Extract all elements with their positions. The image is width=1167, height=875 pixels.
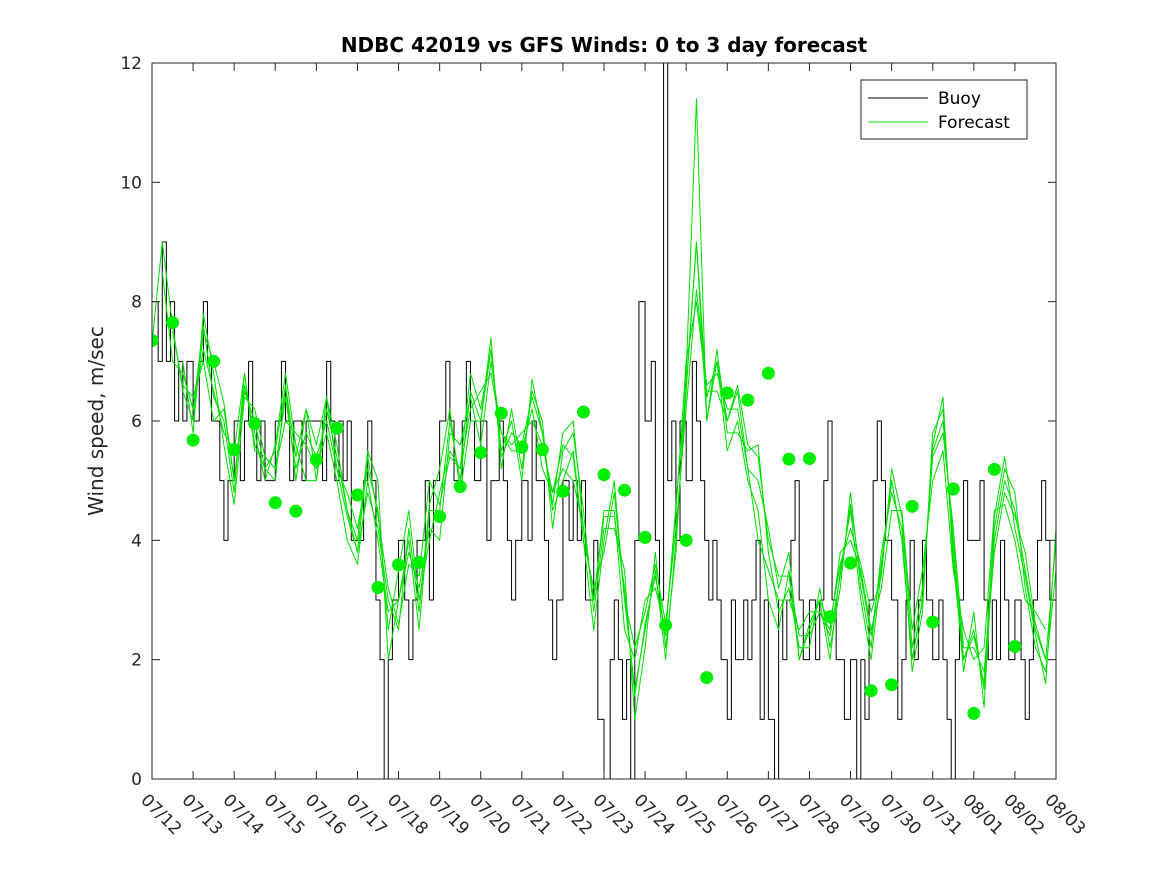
forecast-analysis-point bbox=[186, 433, 200, 447]
y-tick-label: 12 bbox=[120, 54, 142, 74]
forecast-analysis-point bbox=[453, 480, 467, 494]
forecast-analysis-point bbox=[152, 333, 159, 347]
forecast-analysis-point bbox=[494, 406, 508, 420]
forecast-analysis-point bbox=[741, 393, 755, 407]
y-axis-label: Wind speed, m/sec bbox=[84, 326, 108, 516]
forecast-analysis-point bbox=[227, 443, 241, 457]
forecast-analysis-point bbox=[987, 462, 1001, 476]
legend-label-forecast: Forecast bbox=[938, 113, 1010, 133]
y-tick-label: 6 bbox=[131, 412, 142, 432]
forecast-line-2 bbox=[161, 271, 1047, 661]
forecast-analysis-point bbox=[782, 452, 796, 466]
forecast-analysis-point bbox=[720, 386, 734, 400]
forecast-analysis-point bbox=[844, 556, 858, 570]
legend-box bbox=[860, 79, 1028, 140]
forecast-analysis-point bbox=[597, 468, 611, 482]
plot-area bbox=[152, 63, 1056, 779]
forecast-analysis-point bbox=[515, 440, 529, 454]
forecast-analysis-point bbox=[905, 499, 919, 513]
forecast-line-4 bbox=[182, 289, 1047, 673]
forecast-analysis-point bbox=[392, 558, 406, 572]
forecast-analysis-point bbox=[268, 496, 282, 510]
forecast-analysis-point bbox=[638, 530, 652, 544]
forecast-analysis-point bbox=[659, 618, 673, 632]
forecast-analysis-point bbox=[885, 678, 899, 692]
forecast-analysis-point bbox=[289, 504, 303, 518]
forecast-analysis-point bbox=[350, 488, 364, 502]
forecast-analysis-point bbox=[309, 453, 323, 467]
forecast-analysis-point bbox=[946, 482, 960, 496]
y-tick-label: 0 bbox=[131, 770, 142, 790]
forecast-line-5 bbox=[192, 241, 1056, 696]
forecast-analysis-point bbox=[166, 316, 180, 330]
forecast-analysis-point bbox=[679, 533, 693, 547]
forecast-analysis-point bbox=[802, 452, 816, 466]
y-tick-label: 4 bbox=[131, 531, 142, 551]
forecast-analysis-point bbox=[207, 354, 221, 368]
forecast-analysis-point bbox=[248, 416, 262, 430]
forecast-analysis-point bbox=[535, 443, 549, 457]
forecast-analysis-point bbox=[371, 580, 385, 594]
forecast-analysis-point bbox=[618, 483, 632, 497]
forecast-analysis-point bbox=[700, 671, 714, 685]
legend-label-buoy: Buoy bbox=[938, 89, 981, 109]
forecast-analysis-point bbox=[823, 610, 837, 624]
y-tick-label: 10 bbox=[120, 173, 142, 193]
forecast-analysis-point bbox=[474, 446, 488, 460]
y-tick-label: 2 bbox=[131, 651, 142, 671]
forecast-analysis-point bbox=[926, 615, 940, 629]
forecast-analysis-point bbox=[864, 684, 878, 698]
forecast-analysis-point bbox=[761, 366, 775, 380]
legend: Buoy Forecast bbox=[860, 79, 1028, 140]
forecast-analysis-point bbox=[556, 484, 570, 498]
forecast-analysis-point bbox=[433, 509, 447, 523]
chart-title: NDBC 42019 vs GFS Winds: 0 to 3 day fore… bbox=[341, 33, 868, 57]
forecast-analysis-point bbox=[330, 421, 344, 435]
forecast-analysis-point bbox=[576, 405, 590, 419]
forecast-analysis-point bbox=[1008, 640, 1022, 654]
forecast-analysis-point bbox=[967, 706, 981, 720]
y-tick-label: 8 bbox=[131, 293, 142, 313]
forecast-analysis-point bbox=[412, 555, 426, 569]
